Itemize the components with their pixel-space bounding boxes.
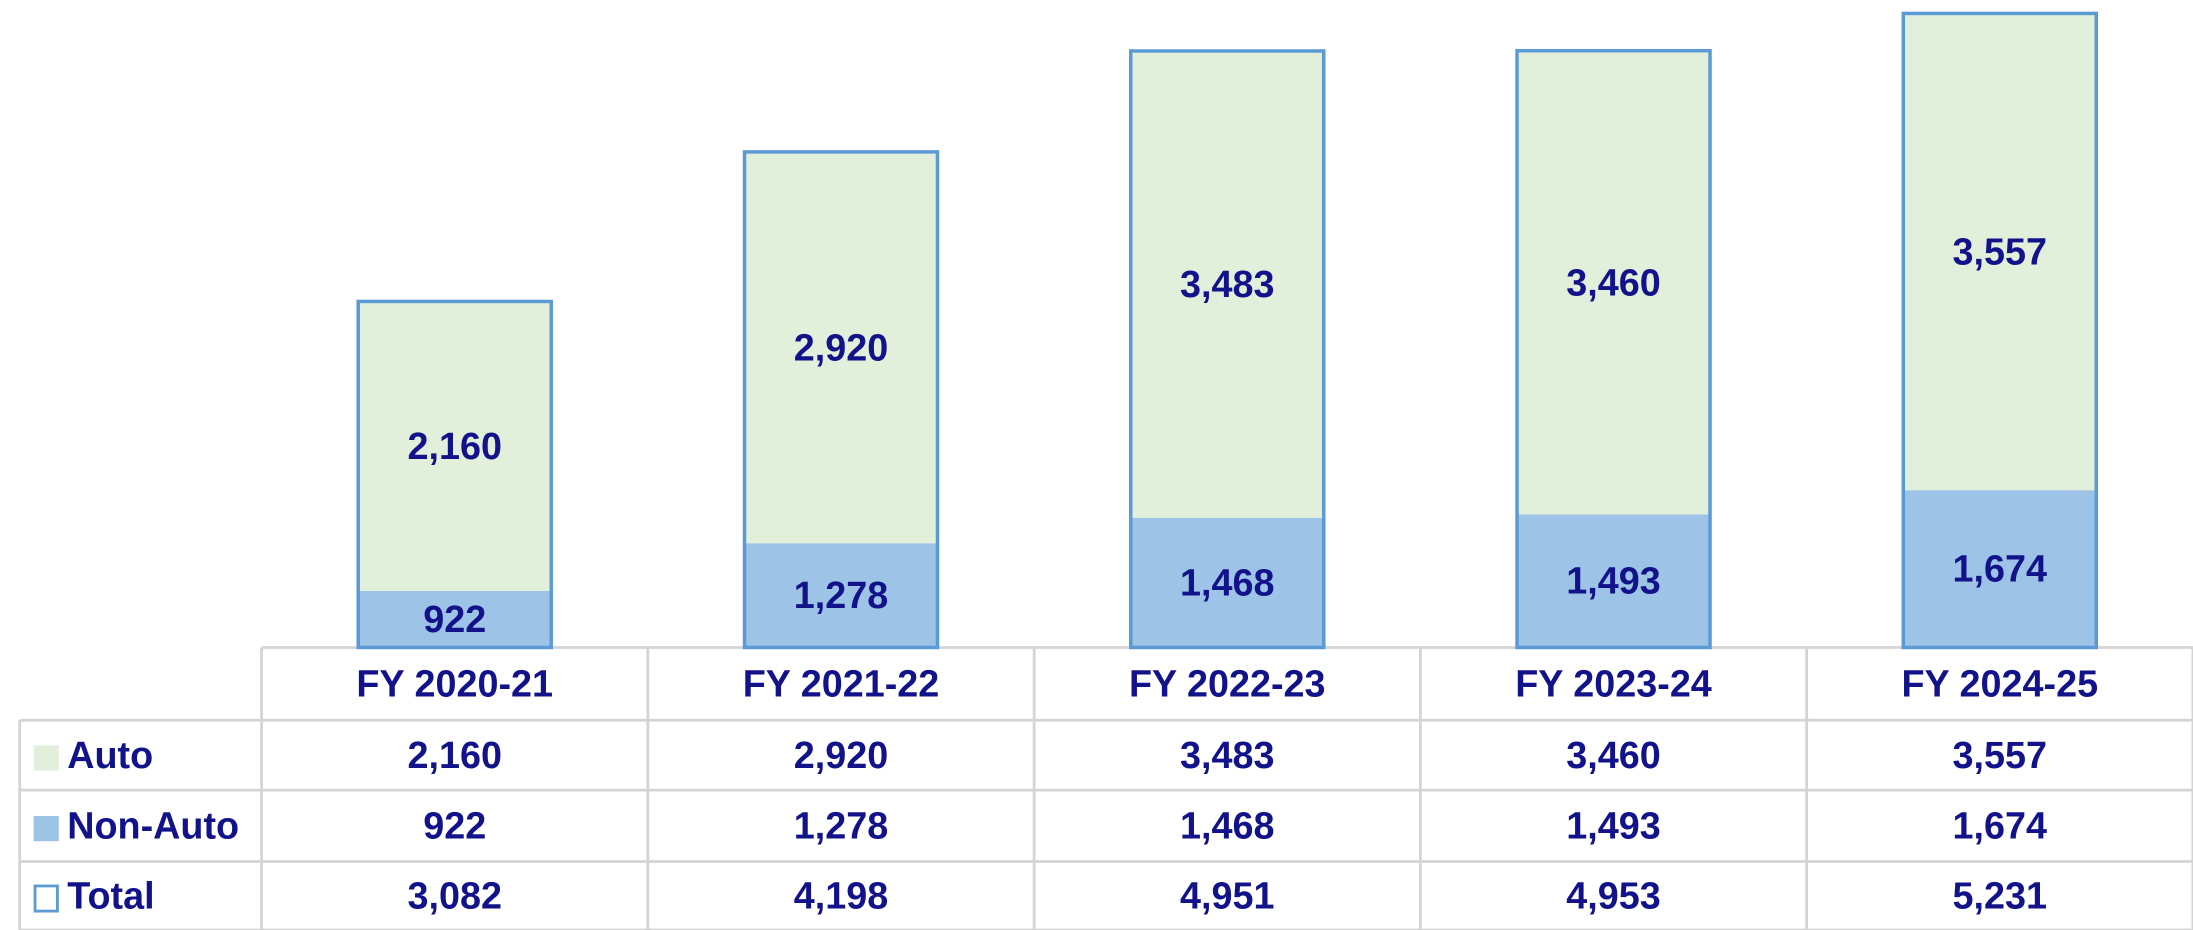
- x-tick-label: FY 2023-24: [1515, 663, 1712, 705]
- table-cell: 5,231: [1953, 875, 2047, 917]
- bar-segment: [1130, 50, 1324, 518]
- data-label: 3,460: [1566, 261, 1660, 303]
- data-label: 3,483: [1180, 263, 1274, 305]
- legend-label: Non-Auto: [67, 805, 239, 847]
- total-outline: [1515, 48, 1712, 650]
- table-cell: 4,951: [1180, 875, 1274, 917]
- legend-swatch: [33, 745, 59, 771]
- table-cell: 3,483: [1180, 734, 1274, 776]
- bar-segment: [744, 151, 938, 544]
- table-cell: 4,198: [794, 875, 888, 917]
- table-cell: 1,674: [1953, 805, 2047, 847]
- table-cell: 2,920: [794, 734, 888, 776]
- x-tick-label: FY 2022-23: [1129, 663, 1326, 705]
- data-label: 2,920: [794, 326, 888, 368]
- table-cell: 1,278: [794, 805, 888, 847]
- legend-label: Total: [67, 875, 154, 917]
- table-cell: 1,468: [1180, 805, 1274, 847]
- table-cell: 1,493: [1566, 805, 1660, 847]
- bar-segment: [1517, 514, 1711, 648]
- table-cell: 4,953: [1566, 875, 1660, 917]
- data-label: 1,468: [1180, 561, 1274, 603]
- bar-segment: [1903, 13, 2097, 491]
- data-label: 1,278: [794, 574, 888, 616]
- x-tick-label: FY 2021-22: [743, 663, 940, 705]
- total-outline: [356, 299, 553, 650]
- bar-segment: [358, 301, 552, 591]
- total-outline: [742, 150, 940, 650]
- bar-segment: [1903, 490, 2097, 648]
- total-outline: [1129, 49, 1326, 650]
- x-tick-label: FY 2020-21: [356, 663, 553, 705]
- table-cell: 922: [423, 805, 486, 847]
- bar-segment: [1517, 50, 1711, 515]
- total-outline: [1901, 11, 2099, 650]
- bar-segment: [744, 543, 938, 648]
- data-label: 922: [423, 598, 486, 640]
- data-label: 1,674: [1953, 548, 2047, 590]
- table-cell: 3,460: [1566, 734, 1660, 776]
- table-cell: 3,082: [407, 875, 501, 917]
- data-label: 1,493: [1566, 560, 1660, 602]
- data-label: 2,160: [407, 425, 501, 467]
- x-tick-label: FY 2024-25: [1901, 663, 2098, 705]
- bar-segment: [358, 590, 552, 648]
- bar-segment: [1130, 517, 1324, 648]
- legend-label: Auto: [67, 734, 153, 776]
- legend-swatch: [33, 884, 59, 913]
- table-cell: 2,160: [407, 734, 501, 776]
- legend-swatch: [33, 816, 59, 842]
- table-cell: 3,557: [1953, 734, 2047, 776]
- data-label: 3,557: [1953, 231, 2047, 273]
